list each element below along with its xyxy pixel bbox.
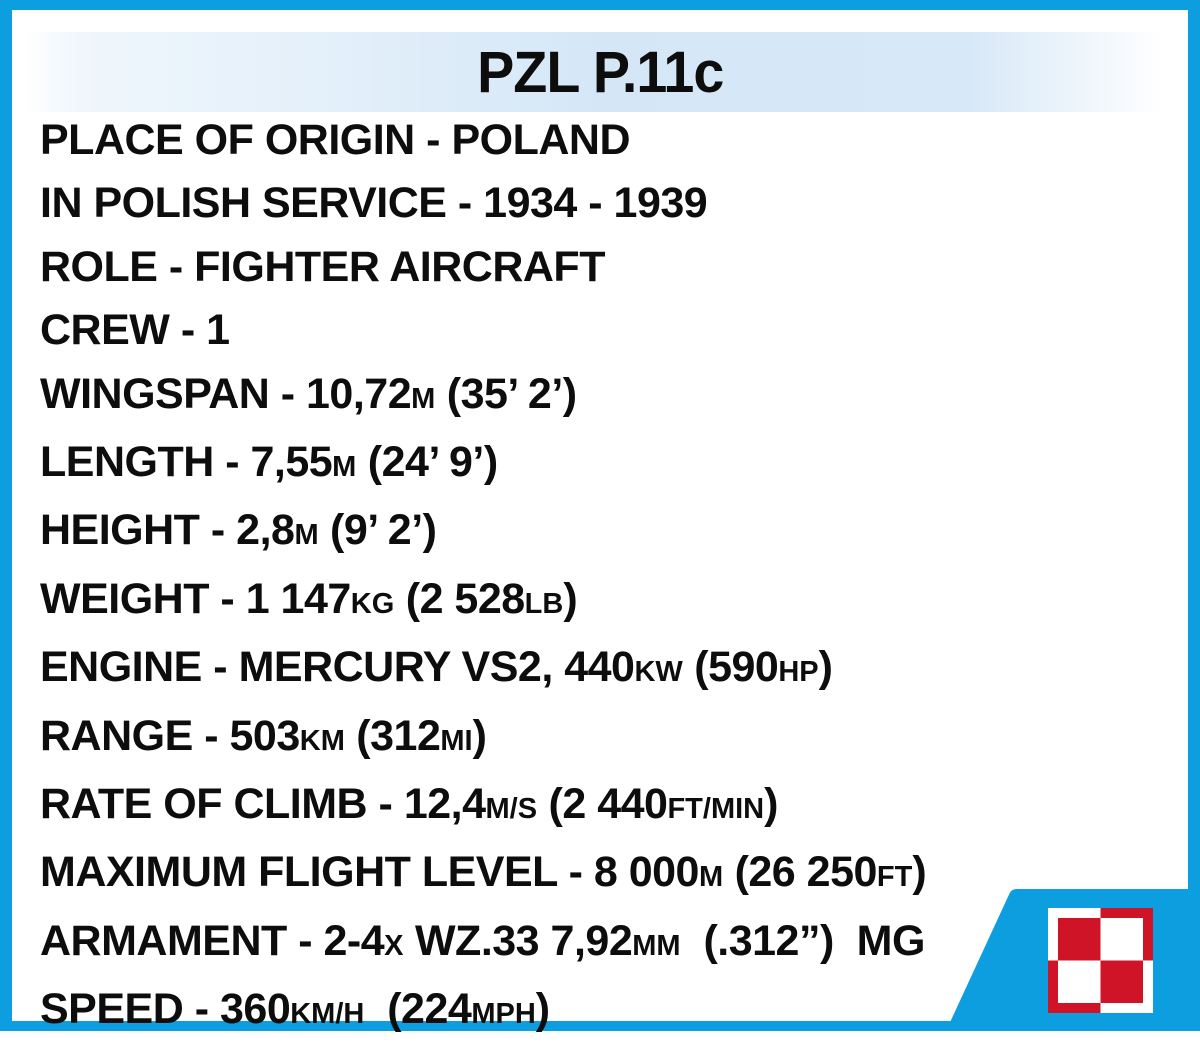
spec-text: ) (912, 848, 927, 897)
spec-unit: FT/MIN (667, 793, 765, 826)
spec-text: IN POLISH SERVICE - 1934 - 1939 (40, 179, 708, 228)
spec-line: PLACE OF ORIGIN - POLAND (40, 109, 1180, 172)
spec-text: (2 440 (537, 780, 668, 829)
spec-text: (35’ 2’) (435, 369, 577, 418)
spec-unit: KM/H (290, 998, 365, 1031)
spec-text: CREW - 1 (40, 306, 230, 355)
spec-text: ROLE - FIGHTER AIRCRAFT (40, 242, 605, 291)
spec-text: RATE OF CLIMB - 12,4 (40, 780, 486, 829)
spec-line: LENGTH - 7,55M (24’ 9’) (40, 431, 1180, 499)
spec-line: CREW - 1 (40, 299, 1180, 362)
spec-text: (24’ 9’) (356, 438, 498, 487)
spec-text: (590 (682, 643, 779, 692)
spec-text: ) (563, 574, 578, 623)
spec-text: ARMAMENT - 2-4 (40, 916, 385, 965)
spec-unit: KW (634, 656, 683, 689)
spec-text: PLACE OF ORIGIN - POLAND (40, 116, 631, 164)
spec-line: MAXIMUM FLIGHT LEVEL - 8 000M (26 250FT) (40, 841, 1180, 909)
page-title: PZL P.11c (476, 39, 724, 105)
spec-line: HEIGHT - 2,8M (9’ 2’) (40, 499, 1180, 567)
spec-text: WZ.33 7,92 (403, 916, 633, 965)
spec-line: IN POLISH SERVICE - 1934 - 1939 (40, 172, 1180, 235)
spec-unit: FT (876, 861, 913, 894)
spec-unit: KG (350, 587, 395, 620)
spec-text: WINGSPAN - 10,72 (40, 369, 412, 418)
spec-unit: M (294, 519, 319, 552)
spec-text: (312 (344, 711, 441, 760)
spec-unit: KM (299, 724, 345, 757)
spec-text: WEIGHT - 1 147 (40, 574, 351, 623)
spec-unit: HP (778, 656, 819, 689)
spec-unit: M (411, 382, 436, 415)
spec-unit: M (332, 451, 357, 484)
spec-text: ) (535, 985, 550, 1034)
spec-text: (26 250 (723, 848, 878, 897)
spec-line: SPEED - 360KM/H (224MPH) (40, 978, 1180, 1046)
spec-unit: X (384, 929, 404, 962)
spec-text: ENGINE - MERCURY VS2, 440 (40, 643, 635, 692)
spec-text: ) (472, 711, 487, 760)
spec-list: PLACE OF ORIGIN - POLAND IN POLISH SERVIC… (40, 109, 1180, 1047)
spec-text: SPEED - 360 (40, 985, 291, 1034)
spec-line: RATE OF CLIMB - 12,4M/S (2 440FT/MIN) (40, 773, 1180, 841)
spec-text: ) (764, 780, 778, 829)
spec-unit: M/S (485, 793, 538, 826)
spec-line: WINGSPAN - 10,72M (35’ 2’) (40, 363, 1180, 431)
spec-text: (2 528 (394, 574, 525, 623)
spec-text: ) (818, 643, 833, 692)
spec-line: WEIGHT - 1 147KG (2 528LB) (40, 568, 1180, 636)
spec-text: (224 (364, 985, 472, 1034)
spec-unit: MM (632, 929, 681, 962)
spec-unit: M (698, 861, 724, 894)
spec-unit: LB (524, 587, 564, 620)
spec-line: ARMAMENT - 2-4X WZ.33 7,92MM (.312”) MG (40, 910, 1180, 978)
spec-line: RANGE - 503KM (312MI) (40, 705, 1180, 773)
spec-unit: MPH (471, 998, 536, 1031)
spec-line: ROLE - FIGHTER AIRCRAFT (40, 236, 1180, 299)
spec-text: (9’ 2’) (318, 506, 437, 555)
spec-text: (.312”) MG (680, 916, 925, 965)
spec-text: HEIGHT - 2,8 (40, 506, 295, 555)
spec-text: MAXIMUM FLIGHT LEVEL - 8 000 (40, 848, 699, 897)
spec-text: RANGE - 503 (40, 711, 300, 760)
title-band: PZL P.11c (24, 32, 1176, 112)
spec-unit: MI (440, 724, 473, 757)
spec-line: ENGINE - MERCURY VS2, 440KW (590HP) (40, 636, 1180, 704)
spec-text: LENGTH - 7,55 (40, 438, 333, 487)
